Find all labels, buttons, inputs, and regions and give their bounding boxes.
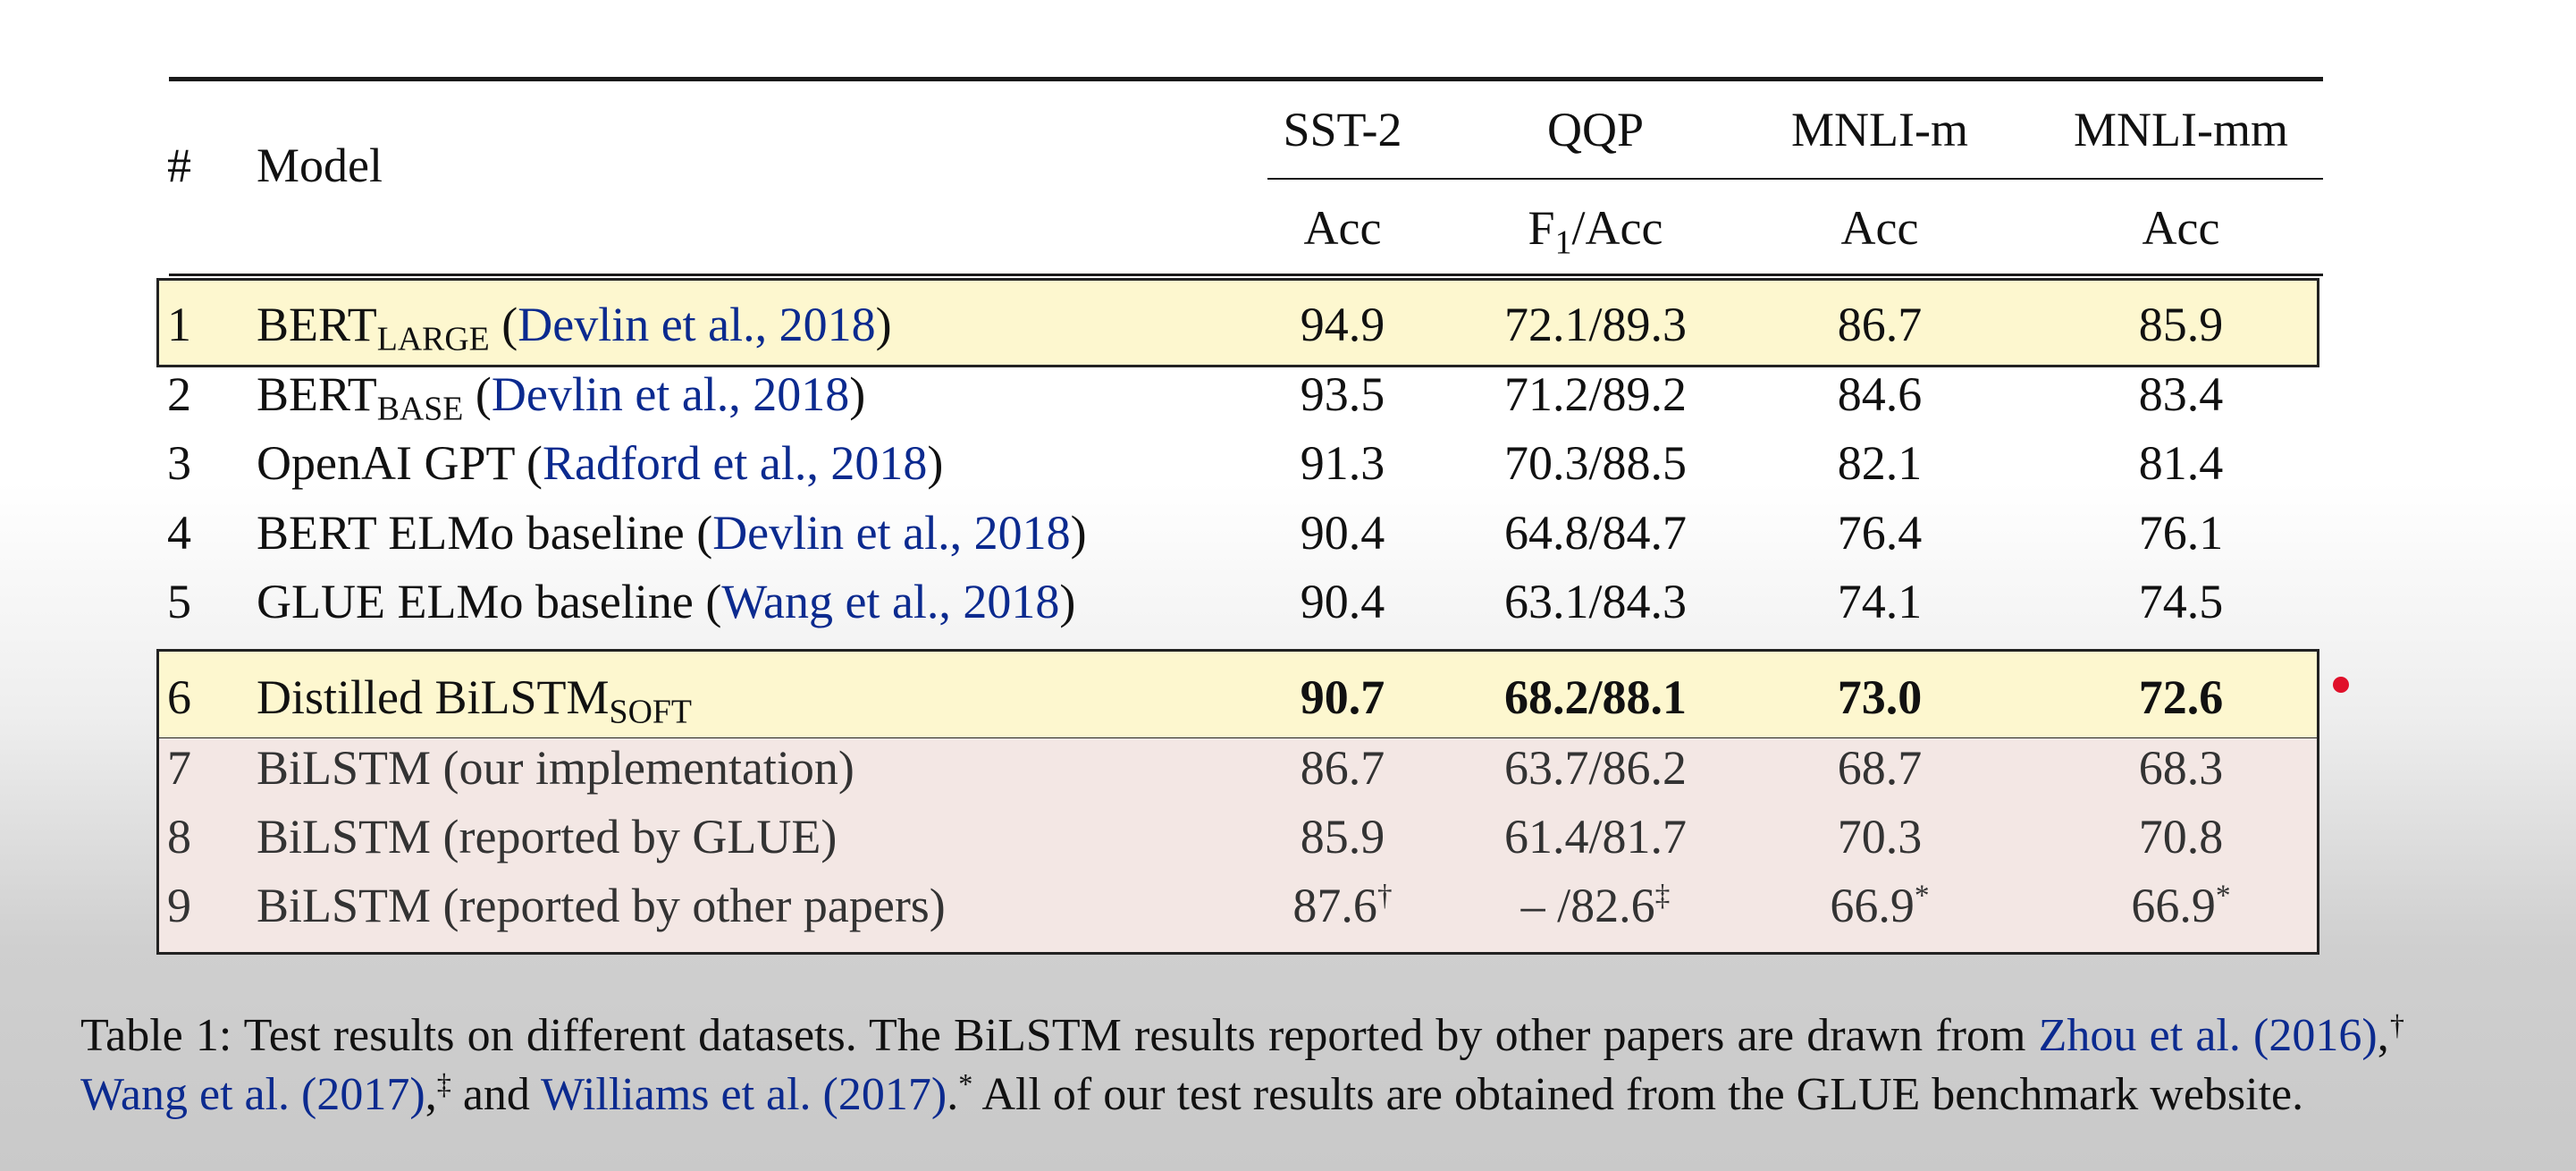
header-metric-qqp: F1/Acc [1528, 201, 1663, 262]
citation-link[interactable]: Devlin et al., 2018 [712, 506, 1071, 560]
cell-sst2: 93.5 [1300, 367, 1385, 421]
header-dataset-mnli-m: MNLI-m [1791, 103, 1968, 156]
cell-qqp: 72.1/89.3 [1503, 298, 1688, 351]
citation-link[interactable]: Wang et al. (2017) [80, 1069, 425, 1120]
cell-mnli-mm: 85.9 [2138, 298, 2224, 351]
cell-mnli-mm: 70.8 [2138, 810, 2224, 864]
row-model: BERTBASE (Devlin et al., 2018) [257, 367, 866, 428]
citation-link[interactable]: Devlin et al., 2018 [491, 367, 850, 421]
row-model: OpenAI GPT (Radford et al., 2018) [257, 436, 944, 490]
row-num: 5 [167, 575, 191, 628]
cell-sst2: 90.7 [1300, 670, 1385, 724]
table-top-rule [169, 77, 2323, 81]
cell-mnli-m: 74.1 [1837, 575, 1923, 628]
cell-qqp: 61.4/81.7 [1503, 810, 1688, 864]
row-num: 9 [167, 879, 191, 932]
cell-qqp: 68.2/88.1 [1503, 670, 1688, 724]
row-model: BERT ELMo baseline (Devlin et al., 2018) [257, 506, 1087, 560]
row-num: 4 [167, 506, 191, 560]
cell-mnli-m: 68.7 [1837, 741, 1923, 795]
cell-mnli-mm: 68.3 [2138, 741, 2224, 795]
cell-sst2: 90.4 [1300, 506, 1385, 560]
citation-link[interactable]: Wang et al., 2018 [721, 575, 1060, 628]
header-dataset-mnli-mm: MNLI-mm [2074, 103, 2288, 156]
header-metric-sst2: Acc [1303, 201, 1382, 255]
cell-mnli-m: 73.0 [1837, 670, 1923, 724]
header-dataset-sst2: SST-2 [1283, 103, 1402, 156]
red-pointer-dot [2333, 677, 2349, 693]
header-bottom-rule [169, 274, 2323, 276]
row-model: BiLSTM (reported by other papers) [257, 879, 946, 932]
cell-mnli-mm: 66.9* [2131, 879, 2231, 932]
citation-link[interactable]: Radford et al., 2018 [542, 436, 928, 490]
citation-link[interactable]: Zhou et al. (2016) [2038, 1010, 2378, 1061]
cell-qqp: 71.2/89.2 [1503, 367, 1688, 421]
cell-sst2: 91.3 [1300, 436, 1385, 490]
row-model: GLUE ELMo baseline (Wang et al., 2018) [257, 575, 1076, 628]
cell-mnli-m: 82.1 [1837, 436, 1923, 490]
header-dataset-qqp: QQP [1546, 103, 1645, 156]
cell-sst2: 94.9 [1300, 298, 1385, 351]
highlight-box-bilstm-baselines [156, 738, 2319, 955]
row-model: Distilled BiLSTMSOFT [257, 670, 692, 731]
citation-link[interactable]: Devlin et al., 2018 [518, 298, 876, 351]
header-model: Model [257, 139, 383, 192]
cell-mnli-mm: 83.4 [2138, 367, 2224, 421]
cell-mnli-m: 70.3 [1837, 810, 1923, 864]
cell-mnli-m: 86.7 [1837, 298, 1923, 351]
cell-mnli-m: 84.6 [1837, 367, 1923, 421]
cell-mnli-m: 66.9* [1830, 879, 1930, 932]
row-num: 6 [167, 670, 191, 724]
cell-qqp: 63.7/86.2 [1503, 741, 1688, 795]
row-num: 2 [167, 367, 191, 421]
table-caption: Table 1: Test results on different datas… [80, 1008, 2404, 1120]
cell-mnli-mm: 81.4 [2138, 436, 2224, 490]
cell-mnli-mm: 74.5 [2138, 575, 2224, 628]
row-model: BiLSTM (our implementation) [257, 741, 854, 795]
header-num: # [167, 139, 191, 192]
cell-sst2: 86.7 [1300, 741, 1385, 795]
cell-sst2: 87.6† [1292, 879, 1393, 932]
highlight-box-distilled [156, 649, 2319, 740]
cell-qqp: 70.3/88.5 [1503, 436, 1688, 490]
row-model: BERTLARGE (Devlin et al., 2018) [257, 298, 892, 358]
cell-mnli-mm: 72.6 [2138, 670, 2224, 724]
cell-qqp: 64.8/84.7 [1503, 506, 1688, 560]
citation-link[interactable]: Williams et al. (2017) [540, 1069, 947, 1120]
cell-sst2: 90.4 [1300, 575, 1385, 628]
cell-qqp: – /82.6‡ [1520, 879, 1671, 932]
cell-mnli-mm: 76.1 [2138, 506, 2224, 560]
row-num: 7 [167, 741, 191, 795]
row-model: BiLSTM (reported by GLUE) [257, 810, 838, 864]
cell-sst2: 85.9 [1300, 810, 1385, 864]
header-metric-mnli-mm: Acc [2142, 201, 2220, 255]
dataset-header-rule [1267, 178, 2323, 180]
cell-qqp: 63.1/84.3 [1503, 575, 1688, 628]
row-num: 3 [167, 436, 191, 490]
header-metric-mnli-m: Acc [1840, 201, 1919, 255]
highlight-box-bert-large [156, 278, 2319, 367]
cell-mnli-m: 76.4 [1837, 506, 1923, 560]
row-num: 1 [167, 298, 191, 351]
row-num: 8 [167, 810, 191, 864]
